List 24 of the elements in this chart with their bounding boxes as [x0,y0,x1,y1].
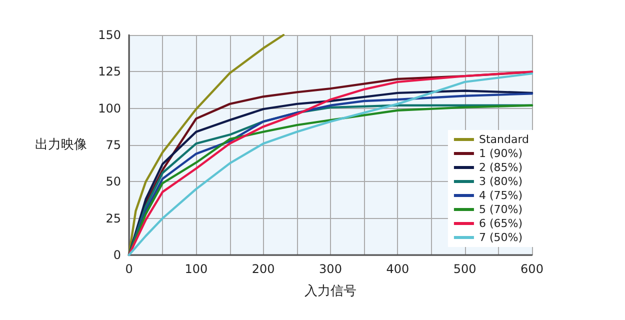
y-tick-label: 150 [98,28,121,42]
legend-label: 4 (75%) [478,189,522,202]
y-tick-label: 75 [106,138,121,152]
x-tick-label: 100 [184,262,208,276]
y-tick-label: 0 [113,248,121,262]
legend-label: 3 (80%) [478,175,522,188]
legend-label: 6 (65%) [478,217,522,230]
y-tick-label: 100 [98,101,121,116]
x-tick-label: 600 [520,262,544,276]
x-tick-label: 500 [453,262,476,276]
x-tick-label: 300 [319,262,342,276]
x-tick-label: 400 [386,262,410,276]
x-tick-label: 200 [252,262,275,276]
legend-label: Standard [478,133,530,146]
legend-label: 5 (70%) [478,203,522,216]
y-axis-title: 出力映像 [35,138,87,152]
y-tick-label: 25 [106,211,121,226]
legend-label: 1 (90%) [478,147,522,160]
y-tick-label: 125 [98,64,121,79]
legend-label: 2 (85%) [478,161,522,174]
legend-label: 7 (50%) [478,231,522,244]
x-tick-label: 0 [125,262,133,276]
y-tick-label: 50 [106,174,121,189]
x-axis-title: 入力信号 [304,284,356,299]
